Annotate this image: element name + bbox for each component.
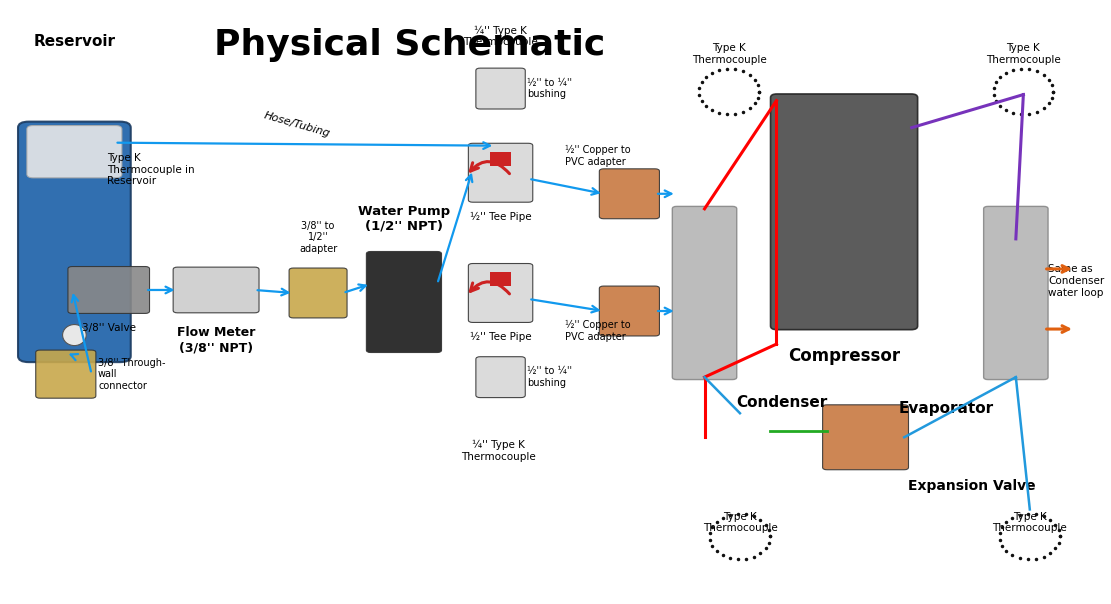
Text: Compressor: Compressor xyxy=(788,347,900,365)
Text: Type K
Thermocouple in
Reservoir: Type K Thermocouple in Reservoir xyxy=(107,153,194,186)
FancyBboxPatch shape xyxy=(983,207,1048,379)
Text: ½'' Tee Pipe: ½'' Tee Pipe xyxy=(470,212,531,222)
FancyBboxPatch shape xyxy=(599,286,660,336)
Text: ½'' Tee Pipe: ½'' Tee Pipe xyxy=(470,332,531,342)
Text: Same as
Condenser
water loop: Same as Condenser water loop xyxy=(1048,265,1104,298)
Text: ½'' to ¼''
bushing: ½'' to ¼'' bushing xyxy=(528,78,572,100)
FancyBboxPatch shape xyxy=(490,272,511,286)
Text: ¼'' Type K
Thermocouple: ¼'' Type K Thermocouple xyxy=(463,25,538,47)
Text: Type K
Thermocouple: Type K Thermocouple xyxy=(702,512,778,533)
Text: Evaporator: Evaporator xyxy=(899,401,993,416)
FancyBboxPatch shape xyxy=(490,152,511,166)
Ellipse shape xyxy=(62,324,87,345)
FancyBboxPatch shape xyxy=(173,267,259,313)
Text: ½'' to ¼''
bushing: ½'' to ¼'' bushing xyxy=(528,367,572,388)
FancyBboxPatch shape xyxy=(68,266,150,313)
FancyBboxPatch shape xyxy=(599,169,660,219)
Text: ½'' Copper to
PVC adapter: ½'' Copper to PVC adapter xyxy=(565,320,631,342)
FancyBboxPatch shape xyxy=(822,405,909,470)
Text: 3/8'' Valve: 3/8'' Valve xyxy=(82,323,136,333)
Text: 3/8'' to
1/2''
adapter: 3/8'' to 1/2'' adapter xyxy=(299,220,338,254)
Text: Hose/Tubing: Hose/Tubing xyxy=(262,111,331,139)
Text: Type K
Thermocouple: Type K Thermocouple xyxy=(992,512,1068,533)
FancyBboxPatch shape xyxy=(672,207,737,379)
Text: Flow Meter
(3/8'' NPT): Flow Meter (3/8'' NPT) xyxy=(177,326,256,354)
Text: Condenser: Condenser xyxy=(737,395,828,410)
FancyBboxPatch shape xyxy=(469,143,533,202)
FancyBboxPatch shape xyxy=(36,350,96,398)
Text: Type K
Thermocouple: Type K Thermocouple xyxy=(692,43,767,65)
FancyBboxPatch shape xyxy=(367,251,441,353)
Text: ¼'' Type K
Thermocouple: ¼'' Type K Thermocouple xyxy=(461,440,536,462)
Text: Reservoir: Reservoir xyxy=(33,34,116,50)
Text: 3/8'' Through-
wall
connector: 3/8'' Through- wall connector xyxy=(98,358,166,391)
FancyBboxPatch shape xyxy=(289,268,347,318)
Text: Physical Schematic: Physical Schematic xyxy=(213,28,605,62)
FancyBboxPatch shape xyxy=(771,94,918,330)
FancyBboxPatch shape xyxy=(476,357,526,397)
FancyBboxPatch shape xyxy=(469,263,533,323)
FancyBboxPatch shape xyxy=(476,68,526,109)
FancyBboxPatch shape xyxy=(27,126,122,178)
Text: Water Pump
(1/2'' NPT): Water Pump (1/2'' NPT) xyxy=(358,205,450,233)
Text: ½'' Copper to
PVC adapter: ½'' Copper to PVC adapter xyxy=(565,145,631,167)
Text: Type K
Thermocouple: Type K Thermocouple xyxy=(985,43,1061,65)
FancyBboxPatch shape xyxy=(18,121,131,362)
Text: Expansion Valve: Expansion Valve xyxy=(909,480,1037,493)
